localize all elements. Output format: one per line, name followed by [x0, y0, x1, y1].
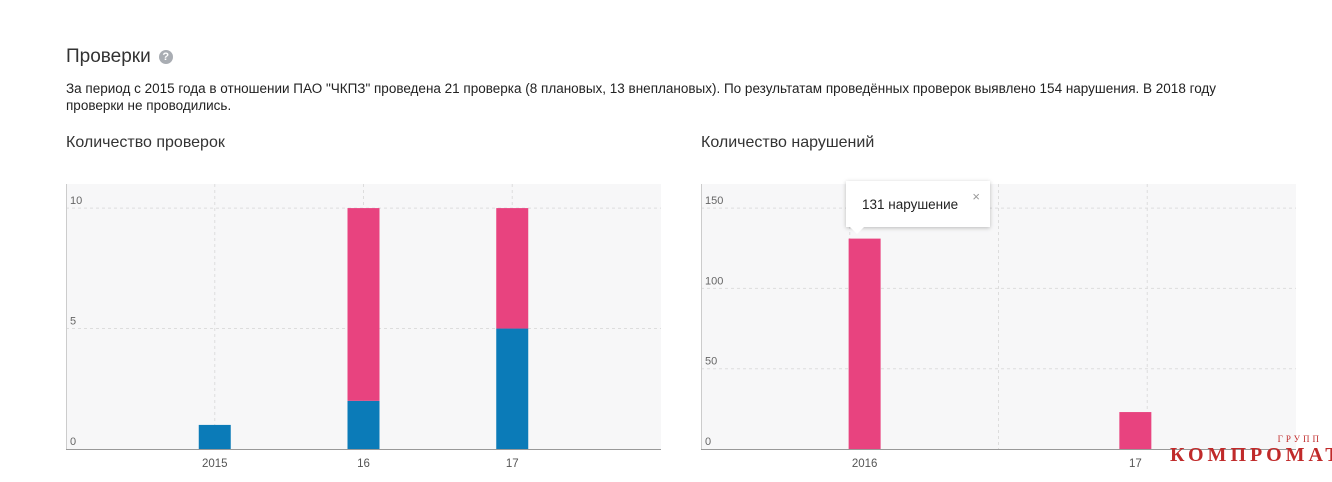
- violations-bar: [848, 238, 881, 449]
- bar-tooltip: 131 нарушение ×: [846, 181, 990, 234]
- x-tick-label: 17: [506, 458, 519, 470]
- y-tick-label: 100: [705, 275, 723, 287]
- y-tick-label: 5: [70, 316, 76, 328]
- violations-chart-svg: 0 50 100 150 2016 17: [701, 184, 1296, 470]
- y-tick-label: 50: [705, 356, 717, 368]
- inspections-bar: [496, 328, 529, 449]
- tooltip-close-icon[interactable]: ×: [972, 189, 980, 204]
- tooltip-text: 131 нарушение: [862, 197, 959, 212]
- violations-bar: [1119, 412, 1152, 449]
- summary-text: За период с 2015 года в отношении ПАО "Ч…: [66, 81, 1217, 113]
- x-tick-label: 16: [357, 458, 370, 470]
- inspections-chart: 0 5 10 2015 16 17: [66, 184, 662, 474]
- y-tick-label: 150: [705, 195, 723, 207]
- section-title-text: Проверки: [66, 46, 151, 67]
- help-icon[interactable]: ?: [158, 50, 173, 64]
- violations-chart: 0 50 100 150 2016 17: [701, 184, 1297, 474]
- watermark-top-text: ГРУПП: [1277, 434, 1322, 444]
- x-tick-label: 2015: [202, 458, 228, 470]
- x-tick-label: 17: [1129, 458, 1142, 470]
- inspections-chart-svg: 0 5 10 2015 16 17: [66, 184, 661, 470]
- x-tick-label: 2016: [852, 458, 878, 470]
- chart-title-violations: Количество нарушений: [701, 134, 875, 151]
- inspections-bar: [496, 208, 529, 329]
- y-tick-label: 10: [70, 195, 82, 207]
- watermark-main-text: КОМПРОМАТ: [1170, 444, 1332, 466]
- chart-title-inspections: Количество проверок: [66, 134, 225, 151]
- inspections-bar: [347, 208, 380, 401]
- inspections-bar: [347, 400, 380, 449]
- y-tick-label: 0: [70, 436, 76, 448]
- section-title: Проверки ?: [66, 46, 173, 68]
- y-tick-label: 0: [705, 436, 711, 448]
- watermark-logo: ГРУПП КОМПРОМАТ: [1170, 434, 1332, 474]
- inspections-bar: [198, 424, 231, 449]
- tooltip-arrow: [850, 227, 864, 234]
